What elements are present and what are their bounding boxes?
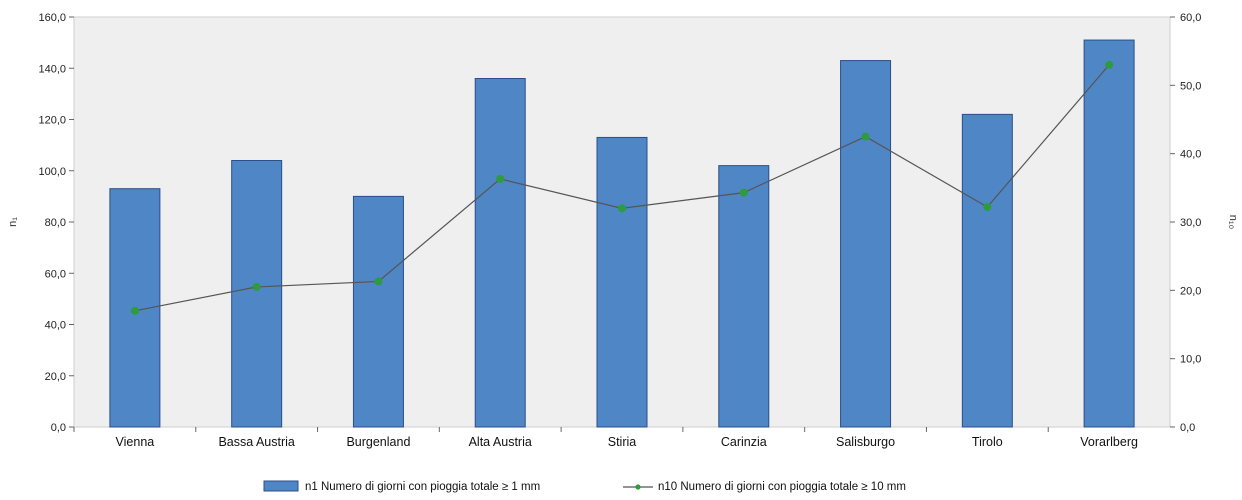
point-vorarlberg (1105, 60, 1114, 69)
point-alta-austria (496, 174, 505, 183)
x-tick-label: Tirolo (972, 435, 1003, 449)
y-tick-label: 20,0 (45, 371, 66, 383)
x-tick-label: Stiria (608, 435, 637, 449)
x-tick-label: Salisburgo (836, 435, 895, 449)
y-tick-label: 140,0 (38, 63, 66, 75)
y-axis-title: n₁ (7, 217, 19, 227)
x-tick-label: Vienna (116, 435, 155, 449)
bar-bassa-austria (231, 160, 283, 428)
bar-series (109, 39, 1135, 428)
legend-swatch-marker (635, 484, 641, 490)
y2-tick-label: 10,0 (1180, 354, 1201, 366)
y2-tick-label: 0,0 (1180, 422, 1195, 434)
bar-carinzia (718, 165, 770, 428)
y-axis-right: 0,0 10,0 20,0 30,0 40,0 50,0 60,0 (1170, 12, 1201, 434)
y-tick-label: 40,0 (45, 320, 66, 332)
x-axis: Vienna Bassa Austria Burgenland Alta Austri… (73, 427, 1138, 449)
point-vienna (130, 306, 139, 315)
point-bassa-austria (252, 282, 261, 291)
legend-swatch-bar (263, 480, 299, 492)
point-stiria (618, 204, 626, 213)
point-carinzia (739, 188, 748, 197)
y-tick-label: 120,0 (38, 115, 66, 127)
legend-label-line: n10 Numero di giorni con pioggia totale … (658, 481, 906, 493)
y-tick-label: 0,0 (51, 422, 66, 434)
y2-tick-label: 60,0 (1180, 12, 1201, 24)
bar-vorarlberg (1083, 39, 1135, 428)
bar-stiria (596, 136, 648, 428)
line-series (130, 60, 1114, 315)
legend: n1 Numero di giorni con pioggia totale ≥… (263, 480, 906, 493)
x-tick-label: Bassa Austria (218, 435, 294, 449)
y-tick-label: 60,0 (45, 268, 66, 280)
y2-tick-label: 30,0 (1180, 217, 1201, 229)
bar-alta-austria (474, 78, 526, 428)
y-axis-left: 0,0 20,0 40,0 60,0 80,0 100,0 120,0 140,0 160,0 (38, 12, 74, 434)
y-tick-label: 160,0 (38, 12, 66, 24)
y-tick-label: 80,0 (45, 217, 66, 229)
y-tick-label: 100,0 (38, 166, 66, 178)
bar-tirolo (961, 113, 1013, 428)
y2-tick-label: 50,0 (1180, 80, 1201, 92)
x-tick-label: Carinzia (721, 435, 767, 449)
y2-axis-title: n₁₀ (1227, 215, 1239, 229)
point-salisburgo (861, 132, 870, 141)
legend-label-bar: n1 Numero di giorni con pioggia totale ≥… (305, 481, 540, 493)
point-burgenland (374, 277, 383, 286)
x-tick-label: Alta Austria (469, 435, 532, 449)
bar-salisburgo (840, 60, 892, 428)
bar-burgenland (352, 195, 404, 428)
y2-tick-label: 40,0 (1180, 149, 1201, 161)
x-tick-label: Vorarlberg (1080, 435, 1138, 449)
x-tick-label: Burgenland (346, 435, 410, 449)
point-tirolo (983, 202, 992, 211)
y2-tick-label: 20,0 (1180, 285, 1201, 297)
